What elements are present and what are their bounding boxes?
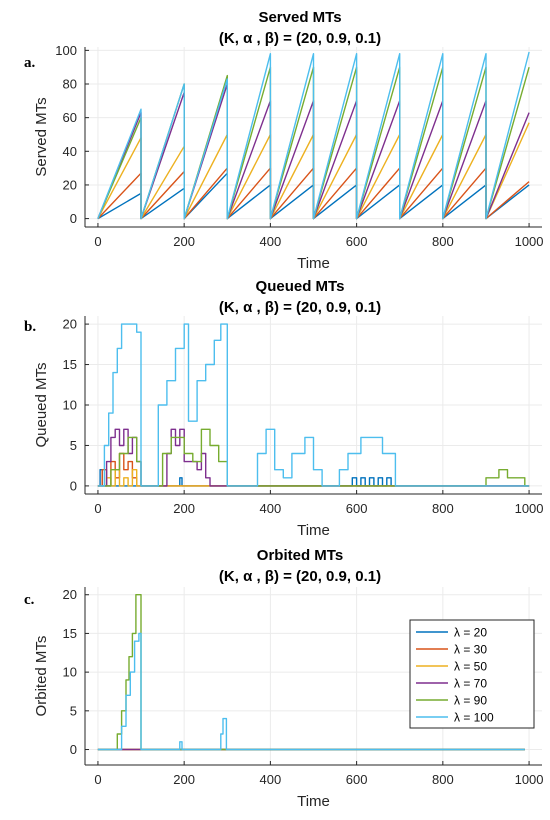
legend-entry: λ = 30 [454,643,487,657]
chart-title: Served MTs [258,9,341,26]
y-tick-label: 20 [63,587,77,602]
series-line-6 [97,51,530,220]
chart-subtitle: (K, α , β) = (20, 0.9, 0.1) [219,568,381,585]
y-tick-label: 100 [55,43,77,58]
y-tick-label: 20 [63,317,77,332]
y-tick-label: 80 [63,77,77,92]
y-axis-label: Served MTs [33,97,50,176]
y-tick-label: 15 [63,626,77,641]
y-tick-label: 5 [70,703,77,718]
chart-title: Orbited MTs [257,547,343,564]
legend: λ = 20 λ = 30 λ = 50 λ = 70 λ = 90 λ = 100 [409,619,535,729]
x-tick-label: 200 [173,501,195,516]
y-axis-label: Queued MTs [33,362,50,447]
panel-label: b. [24,319,36,335]
series-line-6 [97,323,530,487]
x-tick-label: 200 [173,772,195,787]
series-line-6 [97,632,525,751]
x-tick-label: 600 [346,234,368,249]
y-tick-label: 0 [70,742,77,757]
y-axis-label: Orbited MTs [33,636,50,717]
y-tick-label: 10 [63,398,77,413]
x-tick-label: 800 [432,772,454,787]
x-tick-label: 1000 [515,501,544,516]
chart-panel-1: Served MTs (K, α , β) = (20, 0.9, 0.1) a. 0… [24,9,544,272]
series-line-5 [97,594,525,751]
y-tick-label: 20 [63,177,77,192]
legend-entry: λ = 90 [454,694,487,708]
legend-entry: λ = 20 [454,626,487,640]
x-tick-label: 400 [260,772,282,787]
x-tick-label: 200 [173,234,195,249]
x-tick-label: 400 [260,501,282,516]
panel-label: c. [24,592,35,608]
x-tick-label: 0 [94,772,101,787]
x-tick-label: 600 [346,501,368,516]
x-tick-label: 1000 [515,234,544,249]
x-tick-label: 600 [346,772,368,787]
chart-title: Queued MTs [256,278,345,295]
legend-entry: λ = 70 [454,677,487,691]
x-tick-label: 800 [432,234,454,249]
x-tick-label: 1000 [515,772,544,787]
chart-subtitle: (K, α , β) = (20, 0.9, 0.1) [219,299,381,316]
y-tick-label: 40 [63,144,77,159]
x-axis-label: Time [297,522,330,539]
chart-panel-2: Queued MTs (K, α , β) = (20, 0.9, 0.1) b. 0… [24,278,544,539]
x-tick-label: 400 [260,234,282,249]
panel-label: a. [24,55,36,71]
x-tick-label: 0 [94,501,101,516]
legend-entry: λ = 50 [454,660,487,674]
legend-box [409,619,535,729]
legend-entry: λ = 100 [454,711,494,725]
x-tick-label: 0 [94,234,101,249]
chart-subtitle: (K, α , β) = (20, 0.9, 0.1) [219,30,381,47]
series-line-3 [97,469,530,487]
x-axis-label: Time [297,255,330,272]
y-tick-label: 10 [63,665,77,680]
y-tick-label: 0 [70,211,77,226]
series-line-5 [97,428,530,487]
y-tick-label: 15 [63,357,77,372]
x-axis-label: Time [297,793,330,810]
y-tick-label: 5 [70,438,77,453]
y-tick-label: 60 [63,110,77,125]
y-tick-label: 0 [70,478,77,493]
x-tick-label: 800 [432,501,454,516]
chart-panel-3: Orbited MTs (K, α , β) = (20, 0.9, 0.1) c.… [24,547,544,810]
